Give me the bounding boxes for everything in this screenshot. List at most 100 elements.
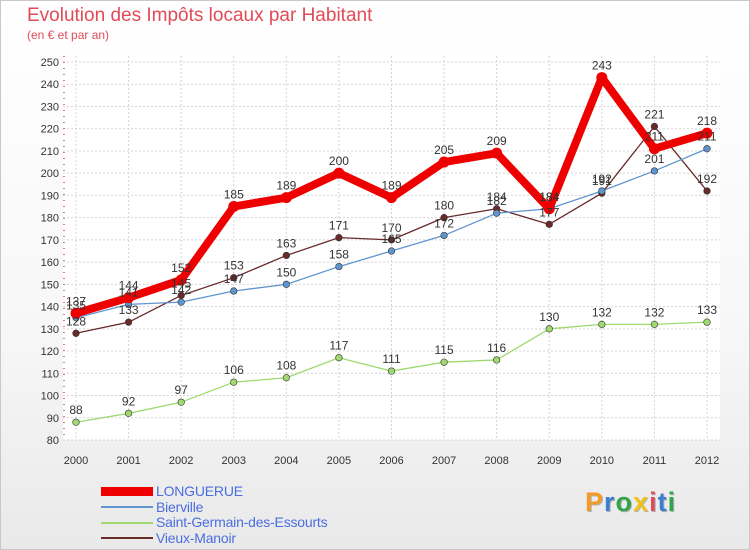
data-point — [648, 143, 660, 155]
legend-label: LONGUERUE — [156, 483, 243, 500]
data-label: 182 — [487, 194, 507, 208]
y-tick-label: 140 — [41, 302, 59, 314]
data-label: 221 — [644, 107, 664, 121]
data-label: 200 — [329, 154, 349, 168]
logo-letter: o — [615, 487, 634, 517]
legend: LONGUERUE Bierville Saint-Germain-des-Esso… — [101, 484, 328, 546]
legend-item: LONGUERUE — [101, 484, 327, 500]
data-point — [70, 307, 82, 319]
data-point — [280, 192, 292, 204]
data-point — [386, 192, 397, 204]
y-tick-label: 150 — [41, 279, 59, 291]
x-tick-label: 2002 — [169, 455, 193, 467]
x-tick-label: 2004 — [274, 455, 298, 467]
data-point — [650, 167, 659, 175]
data-label: 170 — [381, 221, 401, 235]
y-tick-label: 110 — [41, 368, 59, 380]
data-point — [230, 378, 238, 386]
data-point — [282, 374, 290, 382]
data-point — [175, 274, 187, 286]
data-label: 108 — [276, 359, 296, 373]
data-label: 111 — [382, 352, 401, 366]
x-tick-label: 2008 — [484, 455, 508, 467]
y-tick-label: 220 — [41, 124, 59, 136]
data-point — [543, 203, 555, 215]
chart-title: Evolution des Impôts locaux par Habitant — [27, 5, 373, 26]
data-point — [124, 409, 133, 417]
data-label: 192 — [592, 172, 612, 186]
y-tick-label: 250 — [41, 57, 59, 69]
data-label: 211 — [697, 130, 716, 144]
data-point — [335, 234, 343, 242]
data-label: 184 — [539, 190, 559, 204]
legend-label: Bierville — [156, 498, 204, 515]
data-label: 116 — [487, 341, 506, 355]
data-label: 145 — [171, 276, 191, 290]
x-tick-label: 2010 — [590, 455, 614, 467]
logo-letter: x — [633, 487, 650, 517]
data-point — [598, 320, 606, 328]
data-label: 135 — [66, 299, 86, 313]
data-point — [335, 354, 343, 362]
data-label: 133 — [697, 303, 717, 317]
legend-item: Saint-Germain-des-Essourts — [101, 514, 328, 531]
data-label: 209 — [487, 134, 507, 148]
data-point — [282, 280, 290, 288]
data-label: 158 — [329, 248, 349, 262]
data-label: 165 — [381, 232, 401, 246]
y-tick-label: 160 — [41, 257, 59, 269]
logo-letter: r — [604, 487, 616, 517]
data-point — [703, 318, 711, 326]
data-point — [598, 187, 606, 195]
data-label: 150 — [276, 265, 296, 279]
data-point — [703, 145, 711, 153]
data-point — [230, 287, 238, 295]
data-point — [177, 398, 185, 406]
data-label: 180 — [434, 199, 454, 213]
data-label: 133 — [119, 303, 139, 317]
y-tick-label: 230 — [41, 101, 59, 113]
data-label: 191 — [592, 174, 612, 188]
y-tick-label: 200 — [41, 168, 59, 180]
data-label: 185 — [224, 188, 244, 202]
data-label: 171 — [329, 219, 349, 233]
data-point — [703, 187, 711, 195]
proxiti-logo: Proxiti — [585, 487, 676, 518]
data-label: 172 — [434, 216, 454, 230]
legend-label: Saint-Germain-des-Essourts — [156, 514, 328, 531]
data-label: 142 — [171, 283, 191, 297]
legend-label: Vieux-Manoir — [156, 529, 236, 546]
data-point — [650, 320, 659, 328]
x-tick-label: 2001 — [116, 455, 140, 467]
data-point — [545, 220, 553, 228]
x-tick-label: 2012 — [695, 455, 719, 467]
data-point — [491, 147, 503, 159]
logo-letter: t — [657, 487, 668, 517]
data-label: 97 — [174, 383, 188, 397]
data-point — [228, 201, 240, 213]
data-label: 189 — [381, 179, 401, 193]
y-tick-label: 120 — [41, 346, 59, 358]
data-point — [177, 298, 185, 306]
data-point — [72, 418, 80, 426]
data-label: 163 — [276, 236, 296, 250]
legend-swatch — [101, 506, 153, 509]
x-tick-label: 2000 — [64, 455, 88, 467]
data-point — [333, 167, 345, 179]
data-point — [440, 214, 448, 222]
data-label: 218 — [697, 114, 717, 128]
y-tick-label: 80 — [47, 435, 59, 447]
data-label: 189 — [276, 179, 296, 193]
data-label: 211 — [645, 130, 664, 144]
data-point — [493, 356, 501, 364]
data-label: 201 — [644, 152, 664, 166]
legend-swatch — [101, 521, 153, 524]
data-point — [123, 292, 135, 304]
y-tick-label: 100 — [41, 391, 59, 403]
x-tick-label: 2003 — [222, 455, 246, 467]
x-tick-label: 2009 — [537, 455, 561, 467]
data-label: 184 — [487, 190, 507, 204]
logo-letter: i — [667, 487, 677, 517]
